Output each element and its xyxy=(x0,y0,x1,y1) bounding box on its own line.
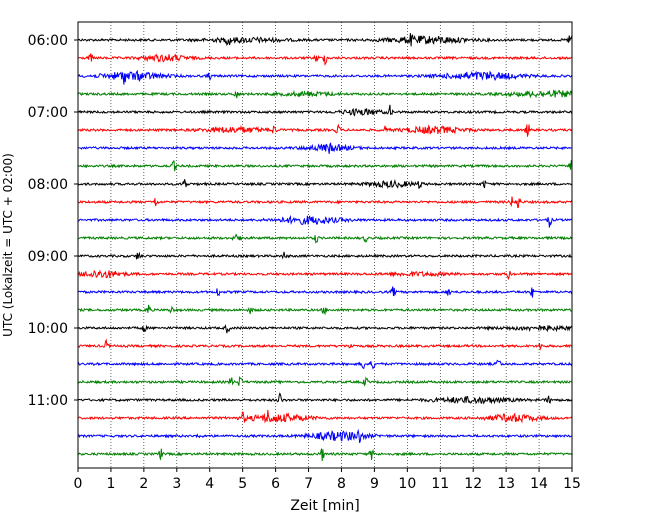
seismic-trace xyxy=(77,286,573,298)
y-tick-label: 06:00 xyxy=(28,33,68,49)
seismic-trace xyxy=(77,392,573,405)
x-tick-label: 15 xyxy=(563,476,581,492)
x-tick-label: 13 xyxy=(497,476,515,492)
seismic-trace xyxy=(77,448,573,462)
y-tick-label: 08:00 xyxy=(28,177,68,193)
y-axis-label: UTC (Lokalzeit = UTC + 02:00) xyxy=(1,153,15,337)
seismic-trace xyxy=(77,269,572,280)
x-tick-label: 11 xyxy=(431,476,449,492)
x-axis-label: Zeit [min] xyxy=(290,498,359,514)
x-tick-label: 3 xyxy=(172,476,181,492)
seismic-trace xyxy=(77,69,573,85)
seismic-trace xyxy=(77,104,573,117)
seismic-trace xyxy=(77,338,573,351)
y-tick-label: 10:00 xyxy=(28,321,68,337)
y-tick-label: 11:00 xyxy=(28,393,68,409)
x-tick-label: 1 xyxy=(106,476,115,492)
seismic-trace xyxy=(77,251,573,260)
grid-lines xyxy=(110,22,540,468)
x-axis-ticks: 0 1 2 3 4 5 6 7 8 9 10 11 12 13 14 15 xyxy=(74,468,581,492)
x-tick-label: 8 xyxy=(337,476,346,492)
x-tick-label: 6 xyxy=(271,476,280,492)
seismic-trace xyxy=(77,233,573,244)
seismic-traces xyxy=(77,33,573,462)
x-tick-label: 10 xyxy=(398,476,416,492)
seismic-trace xyxy=(77,53,573,66)
seismic-trace xyxy=(77,89,573,99)
y-tick-label: 09:00 xyxy=(28,249,68,265)
plot-frame xyxy=(77,21,573,469)
x-tick-label: 5 xyxy=(238,476,247,492)
seismic-trace xyxy=(77,214,573,228)
seismic-trace xyxy=(77,196,573,208)
x-tick-label: 14 xyxy=(530,476,548,492)
seismic-trace xyxy=(77,33,573,47)
x-tick-label: 9 xyxy=(370,476,379,492)
x-tick-label: 7 xyxy=(304,476,313,492)
seismic-trace xyxy=(77,324,573,334)
x-tick-label: 12 xyxy=(464,476,482,492)
seismic-trace xyxy=(77,428,573,443)
seismic-trace xyxy=(77,160,573,172)
seismic-trace xyxy=(77,409,573,424)
seismic-trace xyxy=(78,142,573,154)
x-tick-label: 0 xyxy=(74,476,83,492)
y-axis-ticks: 06:00 07:00 08:00 09:00 10:00 11:00 xyxy=(28,33,78,409)
seismic-trace xyxy=(77,178,573,190)
seismic-trace xyxy=(77,123,573,137)
x-tick-label: 4 xyxy=(205,476,214,492)
seismic-trace xyxy=(77,304,573,316)
seismic-trace xyxy=(77,375,573,387)
y-tick-label: 07:00 xyxy=(28,105,68,121)
seismic-trace xyxy=(77,359,573,370)
x-tick-label: 2 xyxy=(139,476,148,492)
